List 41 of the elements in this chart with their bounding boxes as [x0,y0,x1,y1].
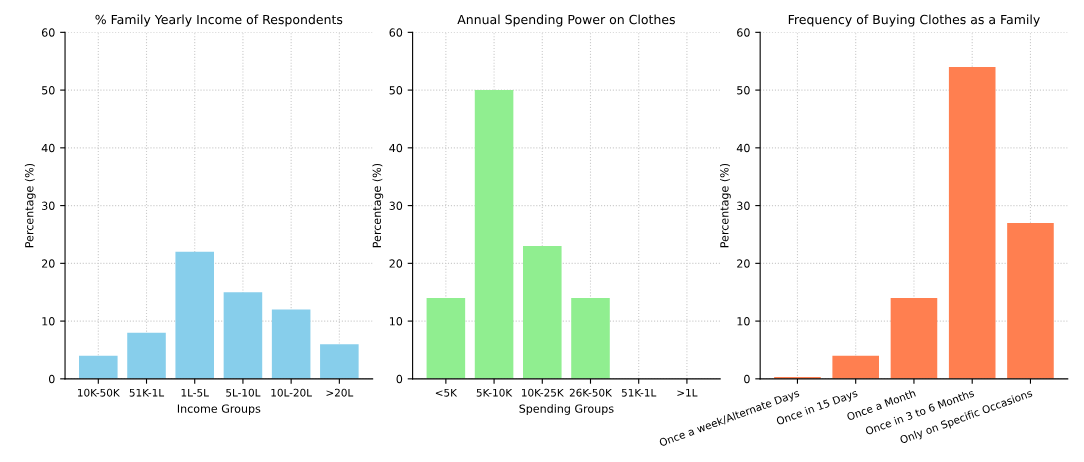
x-tick-label: >1L [677,388,698,397]
chart-title: Frequency of Buying Clothes as a Family [788,14,1040,27]
chart-title: % Family Yearly Income of Respondents [95,14,343,27]
y-tick-label: 20 [389,259,403,268]
x-axis-title: Spending Groups [519,404,614,415]
x-tick-label: >20L [326,388,354,397]
x-tick-label: 51K-1L [129,388,165,397]
y-tick-label: 30 [42,201,55,210]
y-axis-title: Percentage (%) [24,163,36,248]
x-axis-title: Income Groups [177,404,261,415]
x-tick-label: 10K-50K [78,388,120,397]
chart-title: Annual Spending Power on Clothes [457,14,675,27]
y-tick-label: 40 [736,143,750,153]
y-tick-label: 10 [42,317,55,326]
y-axis-title: Percentage (%) [720,163,731,248]
y-tick-label: 40 [389,143,403,153]
x-tick-label: 26K-50K [569,388,613,397]
x-tick-label: <5K [435,388,458,397]
y-tick-label: 10 [737,317,750,326]
y-tick-label: 50 [389,86,403,95]
y-tick-label: 20 [41,259,55,268]
x-tick-label: 5K-10K [476,388,513,397]
y-tick-label: 10 [389,317,403,326]
x-tick-label: 51K-1L [621,388,657,397]
y-tick-label: 60 [737,28,750,37]
x-tick-label: 5L-10L [226,388,261,397]
y-tick-label: 30 [737,201,750,210]
y-tick-label: 0 [48,374,55,384]
x-tick-label: 1L-5L [181,388,209,397]
y-tick-label: 0 [396,374,403,384]
y-tick-label: 60 [41,28,55,37]
y-tick-label: 50 [737,86,750,95]
y-tick-label: 30 [389,201,403,210]
y-tick-label: 0 [744,374,750,384]
y-tick-label: 40 [41,143,55,153]
y-tick-label: 60 [389,28,403,37]
x-tick-label: 10K-25K [522,388,564,397]
x-tick-label: 10L-20L [271,388,312,397]
y-tick-label: 50 [42,86,55,95]
y-tick-label: 20 [737,259,750,268]
y-axis-title: Percentage (%) [372,163,384,248]
